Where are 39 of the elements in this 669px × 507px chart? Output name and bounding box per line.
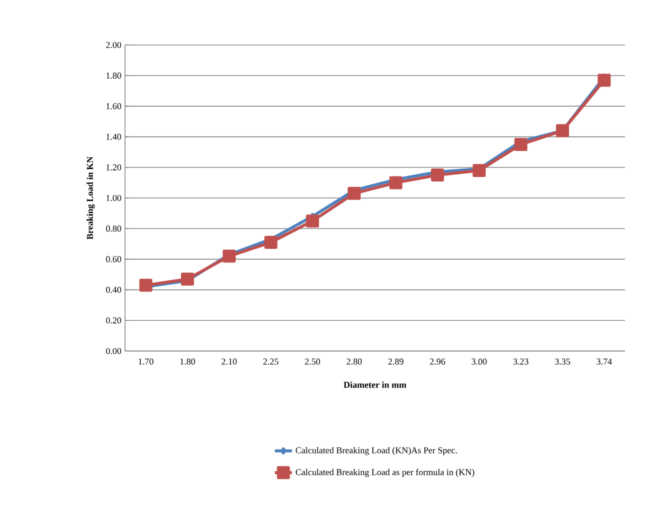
- y-tick-label: 0.40: [106, 286, 122, 293]
- x-axis-title: Diameter in mm: [344, 382, 406, 388]
- y-axis-title: Breaking Load in KN: [86, 156, 95, 240]
- x-tick-label: 1.80: [180, 358, 196, 365]
- y-tick-label: 2.00: [106, 42, 122, 48]
- y-tick-label: 1.40: [106, 134, 122, 140]
- x-tick-label: 3.35: [555, 358, 570, 365]
- y-tick-label: 0.00: [106, 348, 122, 354]
- y-tick-label: 0.80: [106, 226, 122, 232]
- y-tick-label: 1.00: [106, 194, 122, 202]
- x-tick-label: 2.89: [388, 358, 404, 365]
- point: [222, 250, 236, 263]
- x-tick-label: 3.00: [472, 358, 487, 365]
- y-tick-label: 0.60: [106, 256, 122, 262]
- point: [139, 278, 152, 292]
- point: [556, 124, 570, 138]
- y-tick-label: 1.60: [106, 103, 122, 110]
- point: [389, 176, 402, 190]
- x-tick-label: 2.10: [222, 358, 237, 365]
- point: [598, 74, 611, 87]
- y-tick-label: 1.20: [106, 164, 122, 170]
- point: [306, 214, 320, 228]
- x-tick-label: 2.96: [430, 358, 446, 365]
- x-tick-label: 2.80: [346, 358, 362, 365]
- x-tick-label: 1.70: [138, 358, 154, 365]
- point: [181, 272, 194, 286]
- x-tick-label: 3.74: [596, 358, 612, 365]
- point: [514, 138, 528, 151]
- x-tick-label: 3.23: [513, 358, 528, 365]
- legend-label: Calculated Breaking Load as per formula in (KN): [296, 468, 474, 478]
- point: [264, 236, 278, 249]
- x-tick-label: 2.25: [263, 358, 278, 365]
- point: [431, 168, 444, 182]
- point: [472, 164, 486, 177]
- y-tick-label: 1.80: [106, 72, 122, 79]
- point: [348, 186, 361, 200]
- y-tick-label: 0.20: [106, 317, 122, 324]
- legend-label: Calculated Breaking Load (KN)As Per Spec.: [296, 447, 457, 456]
- x-tick-label: 2.50: [305, 358, 320, 365]
